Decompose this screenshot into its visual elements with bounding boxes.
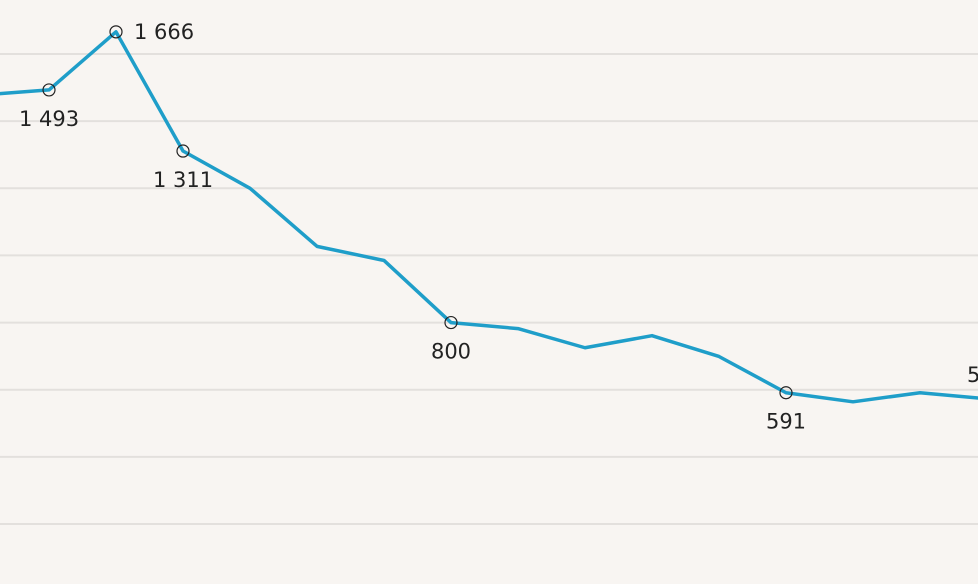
value-label: 1 666 — [134, 20, 194, 44]
value-label: 591 — [766, 410, 806, 434]
point-marker — [176, 144, 190, 158]
point-marker — [109, 25, 123, 39]
value-label: 1 493 — [19, 107, 79, 131]
value-label: 573 — [967, 363, 978, 387]
point-marker — [444, 315, 458, 330]
value-label: 1 311 — [153, 168, 213, 192]
point-marker — [779, 386, 793, 400]
line — [0, 30, 978, 404]
point-marker — [42, 83, 56, 97]
value-label: 800 — [431, 340, 471, 364]
